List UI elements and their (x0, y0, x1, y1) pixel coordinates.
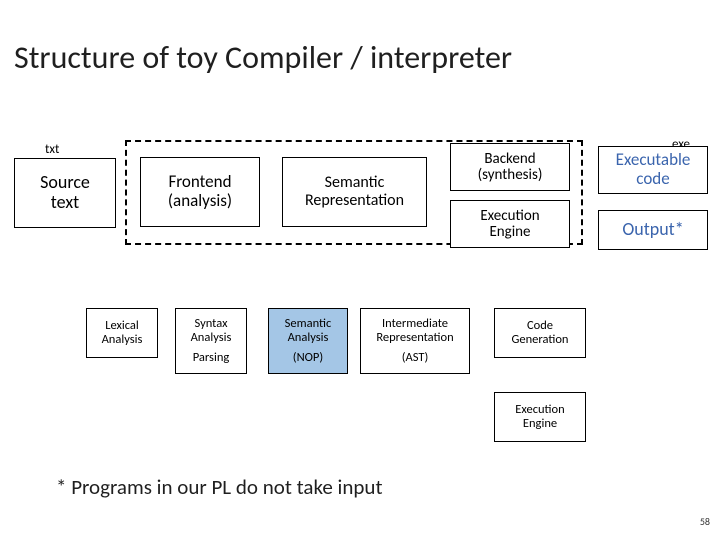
label: Representation (305, 192, 404, 210)
tag-txt: txt (45, 142, 59, 157)
box-frontend: Frontend (analysis) (140, 157, 260, 227)
label: text (51, 193, 79, 213)
box-lexical-analysis: Lexical Analysis (86, 308, 158, 358)
label: (synthesis) (478, 167, 543, 184)
label: Code (527, 319, 553, 333)
label: Semantic (325, 174, 385, 192)
label: (AST) (402, 351, 429, 365)
box-backend: Backend (synthesis) (450, 143, 570, 191)
label: Semantic (285, 317, 332, 331)
label: Generation (512, 333, 569, 347)
label: Engine (523, 417, 557, 431)
label: Analysis (288, 331, 329, 345)
label: Engine (489, 224, 530, 241)
label: (NOP) (293, 351, 323, 365)
slide-title: Structure of toy Compiler / interpreter (14, 38, 512, 77)
label: Analysis (102, 333, 143, 347)
label: (analysis) (168, 192, 232, 211)
box-intermediate-representation: Intermediate Representation (AST) (360, 308, 470, 374)
page-number: 58 (700, 515, 710, 528)
box-semantic-analysis: Semantic Analysis (NOP) (268, 308, 348, 374)
label: Intermediate (382, 317, 448, 331)
label: Backend (484, 151, 535, 168)
label: Parsing (193, 351, 230, 365)
box-execution-engine: Execution Engine (450, 200, 570, 248)
box-semantic-representation: Semantic Representation (282, 157, 427, 227)
label: Execution (515, 403, 564, 417)
footnote: * Programs in our PL do not take input (56, 474, 382, 500)
box-output: Output* (598, 210, 708, 250)
box-source-text: Source text (14, 158, 116, 228)
label: Representation (376, 331, 453, 345)
box-syntax-analysis: Syntax Analysis Parsing (175, 308, 247, 374)
label: code (636, 170, 669, 189)
box-executable-code: Executable code (598, 146, 708, 194)
label: Output* (622, 220, 683, 240)
label: Lexical (105, 319, 139, 333)
label: Syntax (194, 317, 227, 331)
box-code-generation: Code Generation (494, 308, 586, 358)
label: Execution (480, 208, 539, 225)
label: Analysis (191, 331, 232, 345)
box-execution-engine-detail: Execution Engine (494, 392, 586, 442)
